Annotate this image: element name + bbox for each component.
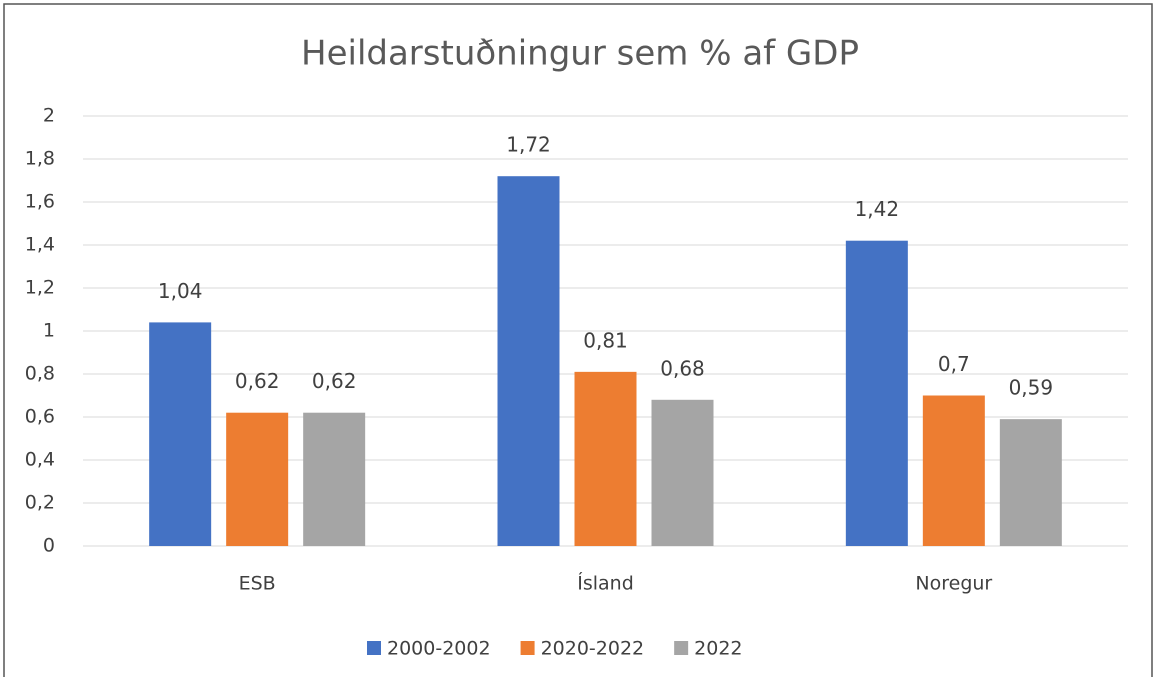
value-label: 1,72 bbox=[506, 133, 551, 157]
legend-swatch bbox=[674, 641, 689, 655]
bar bbox=[303, 412, 366, 546]
y-tick-label: 0,4 bbox=[25, 449, 55, 471]
y-tick-label: 1,2 bbox=[25, 277, 55, 299]
legend-swatch bbox=[367, 641, 381, 655]
value-label: 0,62 bbox=[235, 369, 280, 393]
chart-frame bbox=[3, 3, 1153, 677]
bar bbox=[651, 399, 714, 546]
legend-label: 2022 bbox=[694, 638, 742, 660]
bar bbox=[845, 240, 908, 546]
y-tick-label: 1,8 bbox=[25, 148, 55, 170]
bar bbox=[497, 176, 560, 546]
y-tick-label: 1 bbox=[43, 320, 55, 342]
value-label: 0,59 bbox=[1009, 376, 1054, 400]
y-tick-label: 0 bbox=[43, 535, 55, 557]
x-tick-label: Noregur bbox=[915, 573, 992, 595]
value-label: 0,68 bbox=[660, 356, 705, 380]
value-label: 0,81 bbox=[583, 328, 628, 352]
value-label: 1,04 bbox=[158, 279, 203, 303]
x-tick-label: Ísland bbox=[577, 572, 634, 595]
y-tick-label: 0,8 bbox=[25, 363, 55, 385]
y-tick-label: 2 bbox=[43, 105, 55, 127]
y-tick-label: 1,4 bbox=[25, 234, 55, 256]
bar bbox=[226, 412, 289, 546]
y-tick-label: 0,6 bbox=[25, 406, 55, 428]
legend-label: 2000-2002 bbox=[387, 638, 491, 660]
bar bbox=[922, 395, 985, 546]
value-label: 1,42 bbox=[855, 197, 900, 221]
y-tick-label: 1,6 bbox=[25, 191, 55, 213]
chart-title: Heildarstuðningur sem % af GDP bbox=[301, 34, 859, 74]
x-tick-label: ESB bbox=[239, 573, 276, 595]
bar bbox=[149, 322, 212, 546]
bar bbox=[574, 371, 637, 546]
legend-label: 2020-2022 bbox=[541, 638, 645, 660]
legend-swatch bbox=[520, 641, 535, 655]
value-label: 0,62 bbox=[312, 369, 357, 393]
y-tick-label: 0,2 bbox=[25, 492, 55, 514]
value-label: 0,7 bbox=[938, 352, 970, 376]
bar bbox=[999, 419, 1062, 546]
